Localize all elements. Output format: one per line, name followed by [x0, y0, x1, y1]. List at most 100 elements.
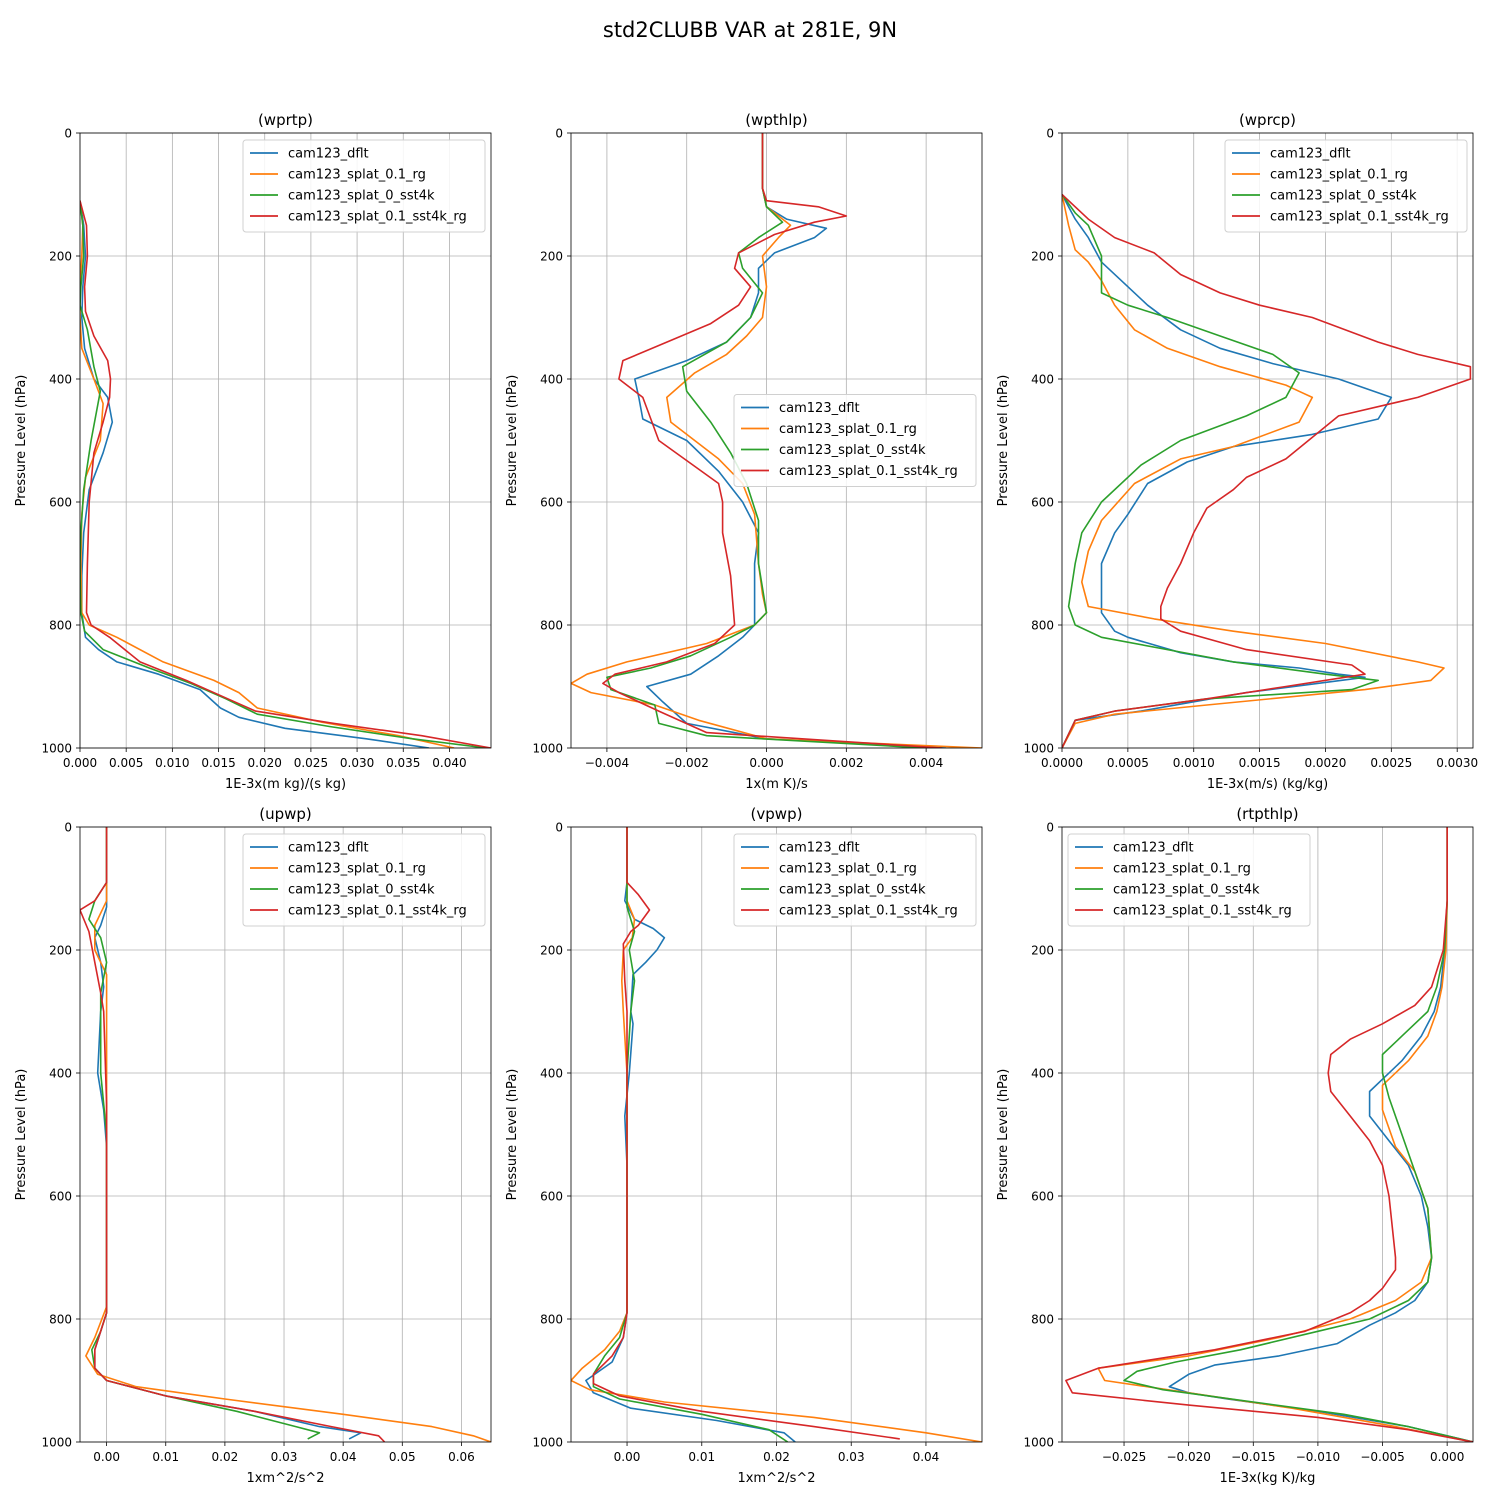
legend-entry: cam123_dflt	[288, 147, 369, 162]
x-axis-label: 1E-3x(m/s) (kg/kg)	[1207, 777, 1328, 792]
y-tick-label: 1000	[532, 742, 563, 756]
y-tick-label: 0	[1046, 821, 1054, 835]
x-tick-label: 0.0015	[1239, 756, 1281, 770]
legend-entry: cam123_splat_0.1_rg	[1113, 862, 1251, 877]
subplot-title: (wprtp)	[258, 111, 313, 129]
y-tick-label: 200	[49, 944, 72, 958]
x-tick-label: 0.000	[1430, 1450, 1464, 1464]
y-tick-label: 400	[1031, 373, 1054, 387]
legend-box	[733, 833, 977, 927]
legend: cam123_dflt cam123_splat_0.1_rg cam123_spl…	[1224, 139, 1468, 233]
subplot-rtpthlp: −0.025 −0.020 −0.015 −0.010 −0.005 0.000 0 200 4…	[996, 805, 1474, 1486]
legend: cam123_dflt cam123_splat_0.1_rg cam123_spl…	[242, 833, 486, 927]
subplot-title: (upwp)	[259, 805, 312, 823]
y-axis-label: Pressure Level (hPa)	[14, 1069, 29, 1201]
y-tick-label: 0	[64, 127, 72, 141]
x-tick-label: 0.0010	[1173, 756, 1215, 770]
x-tick-label: 0.02	[212, 1450, 239, 1464]
y-tick-label: 1000	[1023, 1436, 1054, 1450]
series-group	[1065, 827, 1473, 1442]
legend-box	[733, 394, 977, 487]
x-axis-label: 1E-3x(m kg)/(s kg)	[225, 777, 346, 792]
legend: cam123_dflt cam123_splat_0.1_rg cam123_spl…	[242, 139, 486, 233]
x-tick-label: −0.015	[1231, 1450, 1275, 1464]
series-line-cam123_splat_0_sst4k	[1062, 194, 1379, 748]
subplot-vpwp: 0.00 0.01 0.02 0.03 0.04 0 200 400 600 800 1000 (vp…	[505, 805, 983, 1486]
axes-frame	[570, 132, 983, 749]
y-tick-label: 200	[1031, 944, 1054, 958]
y-tick-label: 800	[1031, 619, 1054, 633]
legend-entry: cam123_splat_0.1_rg	[779, 862, 917, 877]
legend-entry: cam123_dflt	[1113, 841, 1194, 856]
x-tick-label: 0.030	[340, 756, 374, 770]
series-line-cam123_dflt	[1062, 194, 1393, 748]
x-tick-label: −0.020	[1166, 1450, 1210, 1464]
y-tick-label: 600	[540, 1190, 563, 1204]
x-tick-label: 0.04	[913, 1450, 940, 1464]
x-axis-label: 1xm^2/s^2	[246, 1471, 324, 1486]
x-tick-label: −0.025	[1102, 1450, 1146, 1464]
x-tick-label: 0.000	[63, 756, 97, 770]
legend-box	[242, 139, 486, 233]
y-tick-label: 0	[64, 821, 72, 835]
legend-entry: cam123_dflt	[1270, 147, 1351, 162]
y-tick-label: 400	[540, 1067, 563, 1081]
legend-entry: cam123_splat_0.1_sst4k_rg	[779, 904, 958, 919]
y-tick-label: 200	[1031, 250, 1054, 264]
series-line-cam123_splat_0.1_sst4k_rg	[592, 827, 900, 1440]
y-tick-label: 1000	[41, 742, 72, 756]
y-tick-label: 600	[49, 1190, 72, 1204]
legend-entry: cam123_splat_0.1_sst4k_rg	[288, 904, 467, 919]
y-tick-label: 800	[1031, 1313, 1054, 1327]
axes-frame	[570, 826, 983, 1443]
legend-entry: cam123_splat_0.1_sst4k_rg	[779, 464, 958, 479]
x-tick-label: 0.015	[201, 756, 235, 770]
series-group	[571, 827, 982, 1442]
series-line-cam123_splat_0_sst4k	[80, 200, 487, 748]
y-axis-label: Pressure Level (hPa)	[14, 375, 29, 507]
subplot-wprtp: 0.000 0.005 0.010 0.015 0.020 0.025 0.030 0.035…	[14, 111, 492, 792]
legend-entry: cam123_dflt	[779, 841, 860, 856]
legend-box	[1224, 139, 1468, 233]
y-tick-label: 400	[49, 373, 72, 387]
y-tick-label: 600	[49, 496, 72, 510]
y-tick-label: 1000	[1023, 742, 1054, 756]
axes-frame	[1061, 132, 1474, 749]
legend: cam123_dflt cam123_splat_0.1_rg cam123_spl…	[1067, 833, 1311, 927]
x-tick-label: 0.005	[109, 756, 143, 770]
axes-frame	[79, 132, 492, 749]
legend-entry: cam123_splat_0.1_rg	[288, 862, 426, 877]
series-line-cam123_dflt	[634, 133, 947, 748]
y-tick-label: 200	[540, 250, 563, 264]
y-tick-label: 1000	[532, 1436, 563, 1450]
x-tick-label: 0.05	[389, 1450, 416, 1464]
x-tick-label: −0.010	[1296, 1450, 1340, 1464]
y-tick-label: 200	[540, 944, 563, 958]
y-tick-label: 400	[49, 1067, 72, 1081]
series-line-cam123_splat_0.1_sst4k_rg	[80, 200, 491, 748]
legend-entry: cam123_dflt	[779, 401, 860, 416]
subplots-grid: 0.000 0.005 0.010 0.015 0.020 0.025 0.030 0.035…	[14, 111, 1478, 1486]
legend-entry: cam123_splat_0.1_rg	[779, 422, 917, 437]
y-tick-label: 600	[1031, 1190, 1054, 1204]
y-tick-label: 800	[540, 619, 563, 633]
y-axis-label: Pressure Level (hPa)	[505, 1069, 520, 1201]
y-axis-label: Pressure Level (hPa)	[996, 375, 1011, 507]
series-line-cam123_splat_0.1_sst4k_rg	[602, 133, 943, 748]
y-tick-label: 400	[540, 373, 563, 387]
legend-entry: cam123_splat_0.1_rg	[1270, 168, 1408, 183]
x-tick-label: 0.06	[448, 1450, 475, 1464]
legend-entry: cam123_splat_0_sst4k	[779, 443, 926, 458]
legend: cam123_dflt cam123_splat_0.1_rg cam123_spl…	[733, 394, 977, 487]
legend: cam123_dflt cam123_splat_0.1_rg cam123_spl…	[733, 833, 977, 927]
y-axis-label: Pressure Level (hPa)	[996, 1069, 1011, 1201]
x-tick-label: 0.025	[294, 756, 328, 770]
legend-entry: cam123_splat_0_sst4k	[288, 883, 435, 898]
legend-box	[1067, 833, 1311, 927]
y-tick-label: 800	[540, 1313, 563, 1327]
x-tick-label: 0.02	[763, 1450, 790, 1464]
y-tick-label: 0	[1046, 127, 1054, 141]
x-tick-label: 0.002	[829, 756, 863, 770]
x-tick-label: 0.040	[432, 756, 466, 770]
